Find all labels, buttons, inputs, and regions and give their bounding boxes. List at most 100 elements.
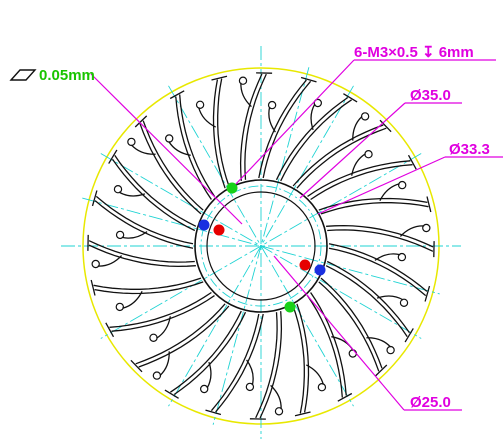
thread-hole-green-top xyxy=(226,182,238,194)
fin xyxy=(164,90,216,200)
fin-profiles xyxy=(87,72,435,420)
fin-edge xyxy=(326,224,434,248)
fin-tip xyxy=(337,392,353,402)
fin-hook xyxy=(127,137,136,147)
fin-edge xyxy=(307,160,411,197)
fin-hook xyxy=(348,349,357,358)
fin-edge xyxy=(217,78,230,187)
fin-edge xyxy=(142,120,204,211)
fin xyxy=(90,277,204,312)
inner-ring-outer xyxy=(194,179,328,313)
fin-hook xyxy=(91,259,100,269)
thread-hole-green-bottom xyxy=(284,301,296,313)
fin xyxy=(108,149,197,232)
fin-branch xyxy=(159,351,170,377)
fin-edge xyxy=(94,281,204,295)
fin-branch xyxy=(118,191,146,197)
fin-edge xyxy=(212,79,226,189)
fin-branch xyxy=(168,141,191,156)
fin-edge xyxy=(325,265,408,337)
fin xyxy=(318,277,395,377)
fin-branch xyxy=(374,253,401,261)
fin xyxy=(127,115,204,215)
fin-edge xyxy=(296,127,387,189)
fin-edge xyxy=(139,123,202,215)
fin-hook xyxy=(360,112,370,121)
fin xyxy=(318,180,432,215)
fin-branch xyxy=(122,291,143,309)
fin-edge xyxy=(88,244,196,268)
fin-tip xyxy=(426,196,432,213)
fin xyxy=(306,292,357,402)
fin-tip xyxy=(407,154,417,170)
inner-ring-inner xyxy=(206,191,316,301)
dimension-leaders xyxy=(90,59,503,411)
fin-edge xyxy=(292,124,384,187)
fin xyxy=(325,260,414,343)
fin xyxy=(307,149,417,201)
fin xyxy=(275,93,358,182)
center-line xyxy=(212,67,310,425)
fin-edge xyxy=(138,305,230,368)
fin-edge xyxy=(275,96,349,181)
fin-edge xyxy=(93,277,202,290)
fin-edge xyxy=(262,80,312,179)
fin-edge xyxy=(292,305,305,414)
fin-edge xyxy=(95,195,194,245)
fin xyxy=(292,303,327,417)
fin-edge xyxy=(111,295,215,332)
fin-edge xyxy=(326,260,411,334)
fin-edge xyxy=(179,94,216,197)
fin-edge xyxy=(327,229,434,252)
fin-tip xyxy=(211,75,228,81)
fin-edge xyxy=(135,303,226,365)
fin-edge xyxy=(94,200,194,249)
parallelogram-icon xyxy=(9,69,37,81)
fin xyxy=(205,313,264,416)
fin-hook xyxy=(422,223,431,233)
fin-edge xyxy=(114,155,197,227)
thread-hole-red-left xyxy=(213,224,225,236)
fin-tip xyxy=(374,364,388,377)
fin-edge xyxy=(258,79,307,179)
fin-edge xyxy=(88,240,195,263)
fin-edge xyxy=(310,292,347,396)
thread-hole-blue-right xyxy=(314,264,326,276)
fin-hook xyxy=(152,371,162,380)
fin-edge xyxy=(259,311,283,419)
thread-hole-blue-left xyxy=(198,219,210,231)
fin-edge xyxy=(306,295,343,398)
fin-branch xyxy=(352,115,363,141)
fin-branch xyxy=(399,225,425,237)
fin-tip xyxy=(424,285,431,302)
fin-edge xyxy=(109,291,212,328)
fin-edge xyxy=(239,73,263,181)
fin-edge xyxy=(244,73,267,180)
fin xyxy=(91,190,194,249)
fin-branch xyxy=(306,364,324,385)
fin-hook xyxy=(274,407,284,416)
fin-hook xyxy=(364,149,373,159)
fin xyxy=(258,76,317,179)
center-lines xyxy=(61,46,461,439)
fin-tip xyxy=(294,411,311,417)
fin-edge xyxy=(215,313,264,413)
fin-tip xyxy=(108,149,118,164)
fin-hook xyxy=(115,302,125,312)
fin-edge xyxy=(210,313,260,412)
fin-branch xyxy=(268,106,276,133)
fin-branch xyxy=(351,153,366,176)
fin-hook xyxy=(245,382,255,392)
fin-hook xyxy=(313,98,322,108)
fin-branch xyxy=(270,384,282,410)
fin-hook xyxy=(149,333,158,342)
fin xyxy=(238,72,273,181)
fin-tip xyxy=(169,90,185,100)
fin-edge xyxy=(310,164,413,201)
fin-tip xyxy=(404,328,414,343)
fin-tip xyxy=(300,76,317,83)
diameter-25-callout: Ø25.0 xyxy=(410,394,451,411)
fin-branch xyxy=(121,231,148,239)
fin-edge xyxy=(318,281,380,372)
